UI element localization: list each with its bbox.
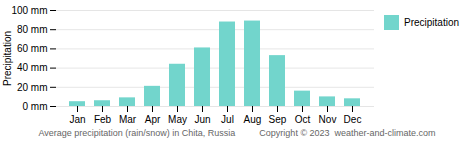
svg-text:20 mm: 20 mm xyxy=(17,82,48,93)
html-text:Precipitation: Precipitation xyxy=(404,17,459,28)
svg-text:Apr: Apr xyxy=(145,114,161,125)
svg-text:0 mm: 0 mm xyxy=(23,101,48,112)
svg-text:80 mm: 80 mm xyxy=(17,24,48,35)
svg-text:40 mm: 40 mm xyxy=(17,62,48,73)
svg-text:Dec: Dec xyxy=(344,114,362,125)
svg-text:Mar: Mar xyxy=(119,114,137,125)
svg-text:60 mm: 60 mm xyxy=(17,43,48,54)
svg-text:Jul: Jul xyxy=(221,114,234,125)
html-text:Average precipitation (rain/sn: Average precipitation (rain/snow) in Chi… xyxy=(38,128,236,138)
svg-text:Precipitation: Precipitation xyxy=(2,31,13,86)
html-text:Copyright © 2023 weather-and-c: Copyright © 2023 weather-and-climate.com xyxy=(259,128,436,138)
svg-text:Feb: Feb xyxy=(94,114,112,125)
svg-text:100 mm: 100 mm xyxy=(11,5,47,16)
svg-text:Sep: Sep xyxy=(269,114,287,125)
svg-text:Nov: Nov xyxy=(319,114,337,125)
svg-text:Oct: Oct xyxy=(295,114,311,125)
svg-text:May: May xyxy=(168,114,187,125)
svg-text:Jun: Jun xyxy=(194,114,210,125)
svg-text:Jan: Jan xyxy=(69,114,85,125)
svg-text:Aug: Aug xyxy=(244,114,262,125)
